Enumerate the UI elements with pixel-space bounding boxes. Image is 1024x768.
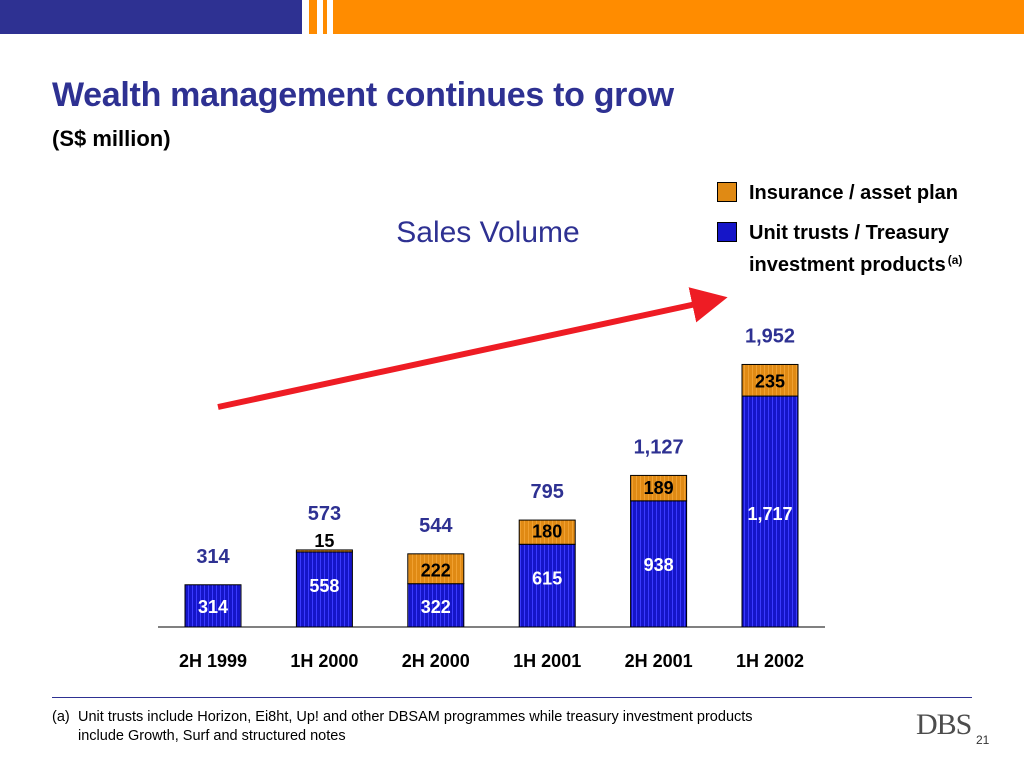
footnote-text-1: Unit trusts include Horizon, Ei8ht, Up! … — [78, 709, 753, 725]
value-label-unit-trusts-1: 558 — [309, 576, 339, 596]
legend-label-unit-trusts-line2: investment products (a) — [749, 247, 962, 279]
value-label-insurance-3: 180 — [532, 521, 562, 541]
x-tick-label-1: 1H 2000 — [290, 651, 358, 671]
footnote-line-1: (a) Unit trusts include Horizon, Ei8ht, U… — [52, 708, 753, 727]
bar-unit-trusts-2 — [407, 583, 465, 628]
bar-unit-trusts-3 — [518, 543, 576, 628]
top-bar-orange — [333, 0, 1024, 34]
value-label-insurance-5: 235 — [755, 371, 785, 391]
bar-unit-trusts-5 — [741, 395, 799, 628]
value-label-insurance-1: 15 — [314, 531, 334, 551]
total-label-4: 1,127 — [634, 436, 684, 458]
chart-title: Sales Volume — [396, 216, 579, 249]
value-label-unit-trusts-5: 1,717 — [747, 504, 792, 524]
page-number: 21 — [976, 733, 990, 747]
value-label-unit-trusts-2: 322 — [421, 597, 451, 617]
top-bar-navy — [0, 0, 302, 34]
bar-insurance-4 — [630, 474, 688, 502]
legend-label-unit-trusts: Unit trusts / Treasury investment produc… — [749, 220, 962, 279]
legend-item-unit-trusts: Unit trusts / Treasury investment produc… — [717, 220, 962, 279]
total-label-0: 314 — [196, 546, 230, 568]
sales-volume-chart: Sales Volume 314 314 2H 1999 558 15 573 1H 200… — [158, 216, 825, 671]
x-tick-label-0: 2H 1999 — [179, 651, 247, 671]
dbs-logo: DBS — [916, 708, 972, 741]
total-label-2: 544 — [419, 515, 453, 537]
legend-label-unit-trusts-line1: Unit trusts / Treasury — [749, 222, 950, 244]
value-label-unit-trusts-3: 615 — [532, 568, 562, 588]
bar-unit-trusts-0 — [184, 584, 242, 628]
value-label-unit-trusts-0: 314 — [198, 597, 228, 617]
legend-label-unit-trusts-line2-text: investment products — [749, 254, 946, 276]
total-label-1: 573 — [308, 503, 341, 525]
bar-insurance-2 — [407, 553, 465, 585]
legend-swatch-insurance — [717, 182, 737, 202]
x-tick-label-4: 2H 2001 — [625, 651, 693, 671]
trend-arrow — [217, 287, 728, 410]
page-subtitle: (S$ million) — [52, 126, 171, 151]
x-tick-label-2: 2H 2000 — [402, 651, 470, 671]
x-tick-label-3: 1H 2001 — [513, 651, 581, 671]
top-bar-orange-stripe-1 — [309, 0, 317, 34]
value-label-unit-trusts-4: 938 — [644, 555, 674, 575]
footnote-marker: (a) — [52, 709, 70, 725]
legend-item-insurance: Insurance / asset plan — [717, 180, 958, 207]
value-label-insurance-2: 222 — [421, 561, 451, 581]
x-tick-label-5: 1H 2002 — [736, 651, 804, 671]
footnote: (a) Unit trusts include Horizon, Ei8ht, U… — [52, 708, 753, 746]
legend-swatch-unit-trusts — [717, 222, 737, 242]
bar-insurance-1 — [295, 549, 353, 553]
footnote-line-2: include Growth, Surf and structured note… — [78, 728, 346, 744]
footer-divider — [52, 697, 972, 698]
page-title: Wealth management continues to grow — [52, 76, 674, 114]
bar-unit-trusts-4 — [630, 500, 688, 628]
bar-insurance-5 — [741, 363, 799, 397]
legend-footnote-ref: (a) — [947, 253, 963, 267]
total-label-5: 1,952 — [745, 325, 795, 347]
legend-label-insurance: Insurance / asset plan — [749, 182, 958, 204]
top-bar-orange-stripe-2 — [323, 0, 327, 34]
bar-insurance-3 — [518, 519, 576, 545]
total-label-3: 795 — [531, 481, 564, 503]
value-label-insurance-4: 189 — [644, 478, 674, 498]
